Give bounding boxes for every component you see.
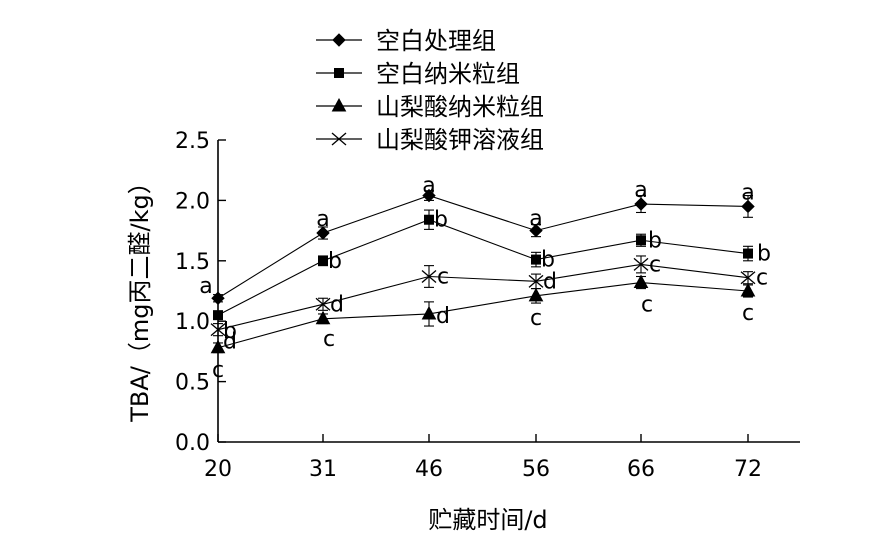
x-tick-label: 31	[309, 457, 337, 482]
legend-marker	[334, 68, 344, 78]
data-point	[529, 223, 543, 238]
y-tick-label: 1.5	[175, 250, 210, 275]
series-3: ccd cc c	[210, 274, 756, 383]
significance-label: c	[212, 358, 224, 383]
x-tick-label: 66	[627, 457, 655, 482]
legend-label: 空白处理组	[376, 27, 496, 55]
significance-label: b	[328, 249, 342, 274]
data-point	[740, 282, 756, 297]
legend-item-4: 山梨酸钾溶液组	[316, 126, 544, 154]
x-tick-label: 20	[204, 457, 232, 482]
significance-label: c	[530, 306, 542, 331]
data-point	[634, 197, 648, 211]
data-point	[316, 226, 330, 240]
significance-label: c	[649, 252, 661, 277]
legend-label: 空白纳米粒组	[376, 60, 520, 88]
legend-marker	[331, 132, 347, 146]
data-point	[743, 248, 753, 259]
legend-item-1: 空白处理组	[316, 27, 496, 55]
significance-label: c	[323, 327, 335, 352]
series-line	[217, 281, 749, 349]
data-point	[636, 235, 646, 246]
data-point	[315, 310, 331, 325]
data-point	[318, 255, 328, 266]
series-line	[217, 219, 749, 316]
significance-label: d	[543, 269, 557, 294]
series-4: ddc dcc	[210, 252, 768, 355]
axes: 0.0 0.5 1.0 1.5 2.0 2.5 20 31 46 56 66 72	[175, 129, 800, 482]
y-tick-label: 0.0	[175, 431, 210, 456]
significance-label: a	[422, 174, 435, 199]
data-point	[421, 305, 437, 320]
legend-marker	[332, 33, 346, 47]
significance-label: b	[541, 248, 555, 273]
data-point	[211, 291, 225, 305]
data-point	[740, 271, 756, 285]
data-point	[633, 257, 649, 271]
significance-label: d	[223, 330, 237, 355]
significance-label: b	[757, 242, 771, 267]
legend-label: 山梨酸钾溶液组	[376, 126, 544, 154]
x-tick-label: 72	[734, 457, 762, 482]
y-tick-label: 1.0	[175, 310, 210, 335]
data-point	[741, 199, 755, 214]
significance-label: c	[756, 266, 768, 291]
significance-label: a	[316, 207, 329, 232]
series-line	[217, 263, 749, 331]
y-axis-title: TBA/（mg丙二醛/kg）	[126, 170, 154, 422]
significance-label: c	[641, 293, 653, 318]
series-1: a a a a a a	[199, 174, 755, 305]
series-line	[217, 194, 749, 299]
significance-label: a	[741, 180, 754, 205]
data-point	[421, 270, 437, 283]
x-tick-label: 56	[522, 457, 550, 482]
significance-label: a	[634, 178, 647, 203]
data-point	[213, 310, 223, 321]
data-point	[210, 323, 226, 337]
y-tick-label: 2.5	[175, 129, 210, 154]
legend-item-2: 空白纳米粒组	[316, 60, 520, 88]
y-tick-label: 0.5	[175, 371, 210, 396]
legend-item-3: 山梨酸纳米粒组	[316, 93, 544, 121]
legend-label: 山梨酸纳米粒组	[376, 93, 544, 121]
significance-label: d	[330, 292, 344, 317]
data-point	[528, 287, 544, 302]
legend-marker	[331, 97, 347, 112]
data-point	[424, 214, 434, 225]
significance-label: a	[529, 207, 542, 232]
data-point	[210, 339, 226, 354]
data-point	[422, 188, 436, 203]
data-point	[531, 254, 541, 265]
significance-label: a	[199, 274, 212, 299]
data-point	[315, 297, 331, 311]
significance-label: c	[742, 301, 754, 326]
significance-label: c	[437, 265, 449, 290]
significance-label: b	[434, 208, 448, 233]
data-point	[633, 274, 649, 289]
significance-label: b	[648, 228, 662, 253]
significance-label: d	[436, 304, 450, 329]
x-tick-label: 46	[415, 457, 443, 482]
data-point	[528, 274, 544, 288]
y-tick-label: 2.0	[175, 189, 210, 214]
x-axis-title: 贮藏时间/d	[428, 506, 547, 534]
